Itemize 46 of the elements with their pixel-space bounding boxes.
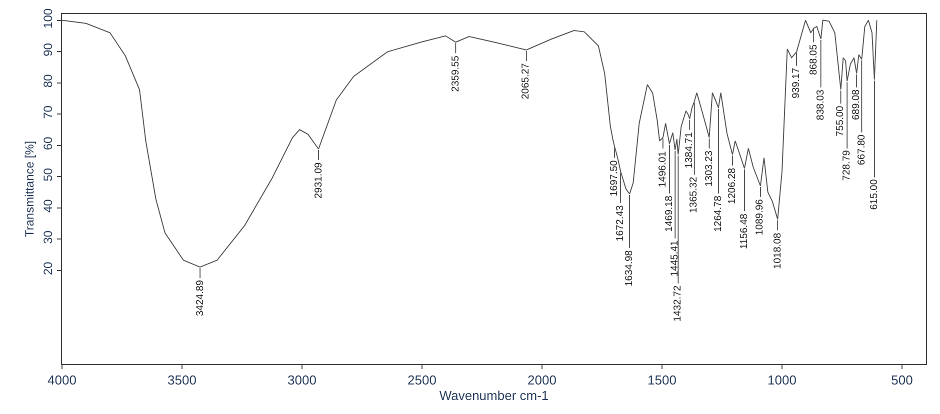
annotation: 3424.89 xyxy=(194,280,206,316)
x-tick-label: 2500 xyxy=(408,372,436,388)
annotation: 2359.55 xyxy=(450,55,462,92)
annotation: 1264.78 xyxy=(713,195,724,232)
y-tick-label: 100 xyxy=(41,8,56,28)
y-tick-label: 90 xyxy=(41,42,56,56)
x-axis-title: Wavenumber cm-1 xyxy=(439,388,549,404)
annotation: 1469.18 xyxy=(664,195,675,232)
annotation: 1018.08 xyxy=(772,232,784,269)
x-tick-label: 1500 xyxy=(648,372,676,388)
y-tick-label: 40 xyxy=(41,198,56,213)
y-tick-label: 80 xyxy=(41,74,56,88)
annotation: 1672.43 xyxy=(614,204,626,242)
annotation: 728.79 xyxy=(841,150,852,181)
annotation: 689.08 xyxy=(851,88,862,120)
annotation: 615.00 xyxy=(869,178,880,210)
annotation: 1303.23 xyxy=(704,150,715,187)
y-tick-label: 20 xyxy=(41,261,56,276)
annotation: 2065.27 xyxy=(520,62,532,100)
annotation: 1432.72 xyxy=(672,285,684,322)
annotation: 1445.41 xyxy=(670,240,681,277)
x-tick-label: 4000 xyxy=(48,372,76,388)
y-axis-title: Transmittance [%] xyxy=(22,140,36,238)
annotation: 1697.50 xyxy=(608,160,620,196)
annotation: 939.17 xyxy=(790,67,802,98)
annotation: 1206.28 xyxy=(726,168,738,204)
annotation: 868.05 xyxy=(808,44,820,76)
annotation: 755.00 xyxy=(835,105,846,136)
annotation: 1089.96 xyxy=(754,198,766,236)
y-tick-label: 70 xyxy=(41,105,56,119)
annotation: 838.03 xyxy=(815,89,826,120)
y-tick-label: 50 xyxy=(41,168,56,182)
y-tick-label: 60 xyxy=(41,136,56,150)
annotation: 1156.48 xyxy=(738,213,750,250)
x-tick-label: 500 xyxy=(891,372,913,388)
annotation: 667.80 xyxy=(856,134,868,166)
annotation: 2931.09 xyxy=(314,162,325,199)
x-tick-label: 1000 xyxy=(768,372,796,388)
y-tick-label: 30 xyxy=(41,230,56,244)
x-tick-label: 2000 xyxy=(528,372,556,388)
x-tick-label: 3500 xyxy=(168,372,196,388)
annotation: 1365.32 xyxy=(688,176,700,214)
x-tick-label: 3000 xyxy=(288,372,316,388)
annotation: 1496.01 xyxy=(658,150,669,188)
annotation: 1634.98 xyxy=(624,250,635,286)
annotation: 1384.71 xyxy=(684,132,695,168)
